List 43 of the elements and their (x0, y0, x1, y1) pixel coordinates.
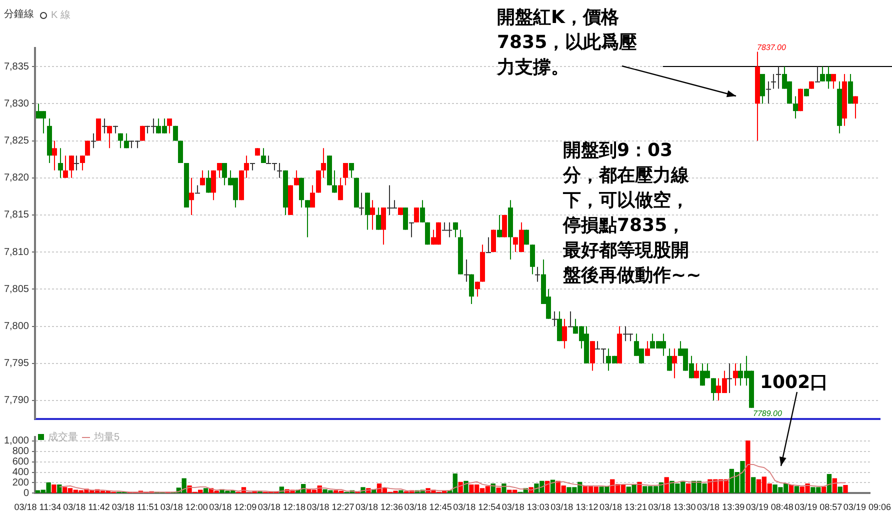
y-tick-label: 7,810 (4, 246, 30, 258)
x-tick-label: 03/18 13:03 (502, 502, 550, 512)
annotation: 7789.00 (753, 409, 783, 418)
x-tick-label: 03/19 08:48 (746, 502, 794, 512)
annotation: 1002口 (760, 371, 830, 395)
annotation: 7837.00 (757, 43, 787, 52)
y-tick-label: 0 (23, 488, 30, 499)
y-tick-label: 7,815 (4, 210, 30, 221)
annotation: 開盤到9：03分，都在壓力線下，可以做空，停損點7835，最好都等現股開盤後再做動作~~ (563, 139, 702, 288)
x-tick-label: 03/18 13:21 (599, 502, 647, 512)
x-tick-label: 03/19 08:57 (794, 502, 842, 512)
annotation: 開盤紅K，價格7835，以此爲壓力支撐。 (497, 6, 638, 80)
y-tick-label: 7,825 (4, 136, 30, 146)
y-tick-label: 600 (12, 456, 30, 468)
x-tick-label: 03/19 09:06 (843, 502, 891, 512)
legend-label: 均量5 (94, 431, 120, 444)
y-tick-label: 7,820 (4, 172, 30, 184)
x-tick-label: 03/18 12:27 (306, 502, 354, 512)
y-tick-label: 7,795 (4, 358, 30, 370)
x-tick-label: 03/18 11:42 (63, 502, 110, 512)
y-tick-label: 7,835 (4, 61, 30, 72)
legend-label: 成交量 (48, 430, 78, 444)
x-tick-label: 03/18 12:36 (355, 502, 404, 512)
y-tick-label: 7,830 (4, 98, 30, 110)
x-tick-label: 03/18 13:30 (648, 502, 696, 512)
y-tick-label: 200 (12, 477, 30, 488)
y-tick-label: 7,805 (4, 284, 30, 295)
x-tick-label: 03/18 12:18 (258, 502, 306, 512)
x-tick-label: 03/18 11:34 (14, 502, 62, 512)
y-tick-label: 7,790 (4, 395, 30, 406)
y-tick-label: 7,800 (4, 321, 30, 332)
x-tick-label: 03/18 12:00 (160, 502, 208, 512)
y-tick-label: 1,000 (4, 436, 30, 447)
x-tick-label: 03/18 11:51 (112, 502, 159, 512)
chart-title: 分鐘線 (4, 8, 34, 21)
x-tick-label: 03/18 12:45 (404, 502, 452, 512)
y-tick-label: 400 (12, 467, 30, 478)
x-tick-label: 03/18 12:54 (453, 502, 501, 512)
x-tick-label: 03/18 12:09 (209, 502, 257, 512)
x-tick-label: 03/18 13:12 (550, 502, 598, 512)
legend-label: K 線 (51, 9, 70, 22)
y-tick-label: 800 (12, 446, 30, 458)
x-tick-label: 03/18 13:39 (697, 502, 745, 512)
